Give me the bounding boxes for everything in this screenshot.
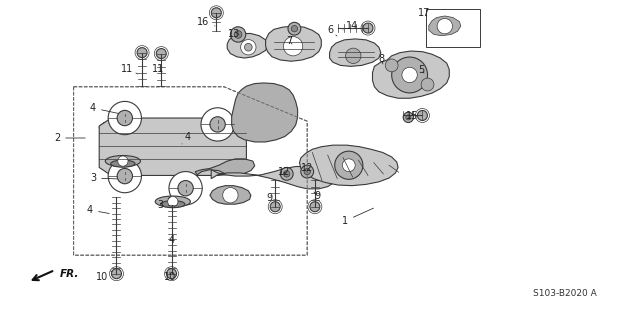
Circle shape [402,67,417,83]
Circle shape [288,22,301,35]
Circle shape [230,27,246,42]
Text: 11: 11 [152,64,164,74]
Text: 16: 16 [197,17,215,27]
Text: 4: 4 [169,235,175,245]
Circle shape [437,19,452,34]
Circle shape [210,117,225,132]
Polygon shape [112,153,230,170]
Text: 4: 4 [182,132,191,144]
Text: S103-B2020 A: S103-B2020 A [533,288,597,298]
Text: 7: 7 [286,36,292,46]
Ellipse shape [161,201,185,208]
Text: 8: 8 [378,54,384,64]
Polygon shape [99,119,243,133]
Circle shape [421,78,434,91]
Circle shape [117,110,132,126]
Text: 10: 10 [96,271,112,282]
Circle shape [201,108,234,141]
Circle shape [403,112,413,122]
Polygon shape [266,26,321,61]
Text: 4: 4 [87,205,109,215]
Circle shape [406,115,411,120]
Text: 12: 12 [278,167,290,177]
Text: 9: 9 [266,193,272,203]
Circle shape [166,269,177,279]
Circle shape [108,101,141,135]
Circle shape [270,202,280,212]
Circle shape [284,171,290,177]
Circle shape [385,59,398,72]
Text: 1: 1 [342,208,374,226]
Text: 5: 5 [418,65,424,75]
Polygon shape [232,83,298,142]
Circle shape [234,31,242,38]
Circle shape [244,43,252,51]
Circle shape [291,26,298,32]
Text: 9: 9 [314,191,320,201]
Text: 4: 4 [90,103,118,114]
Circle shape [223,188,238,203]
Circle shape [178,181,193,196]
Polygon shape [300,145,398,186]
Text: 11: 11 [121,64,138,74]
Circle shape [280,167,293,180]
Circle shape [111,269,122,279]
Polygon shape [429,16,461,36]
Ellipse shape [105,155,141,167]
Ellipse shape [111,160,135,167]
Polygon shape [372,51,449,98]
Polygon shape [330,39,381,66]
Text: 13: 13 [228,29,240,39]
Circle shape [284,37,303,56]
Circle shape [241,40,256,55]
Circle shape [392,57,428,93]
Text: 17: 17 [418,8,430,18]
Polygon shape [195,159,255,175]
Text: 14: 14 [343,21,358,31]
Circle shape [117,168,132,184]
Circle shape [108,160,141,193]
Circle shape [168,197,178,207]
Polygon shape [210,186,251,204]
Circle shape [137,48,147,58]
Circle shape [156,48,166,59]
Text: 3: 3 [90,173,117,183]
Circle shape [211,8,221,18]
Circle shape [335,151,363,179]
Polygon shape [227,33,268,58]
Ellipse shape [156,196,191,207]
Circle shape [417,110,428,121]
Polygon shape [99,118,246,175]
Text: FR.: FR. [60,269,79,279]
Text: 3: 3 [157,197,170,210]
Text: 10: 10 [164,272,176,282]
Circle shape [169,172,202,205]
Circle shape [118,156,128,166]
Circle shape [346,48,361,63]
Circle shape [301,165,314,178]
Polygon shape [211,167,336,189]
Circle shape [363,23,373,33]
Text: 6: 6 [327,25,337,36]
Circle shape [342,159,355,172]
Text: 15: 15 [406,111,418,121]
Text: 2: 2 [54,133,85,143]
Circle shape [310,202,320,212]
Text: 12: 12 [301,163,313,173]
Circle shape [304,168,310,175]
